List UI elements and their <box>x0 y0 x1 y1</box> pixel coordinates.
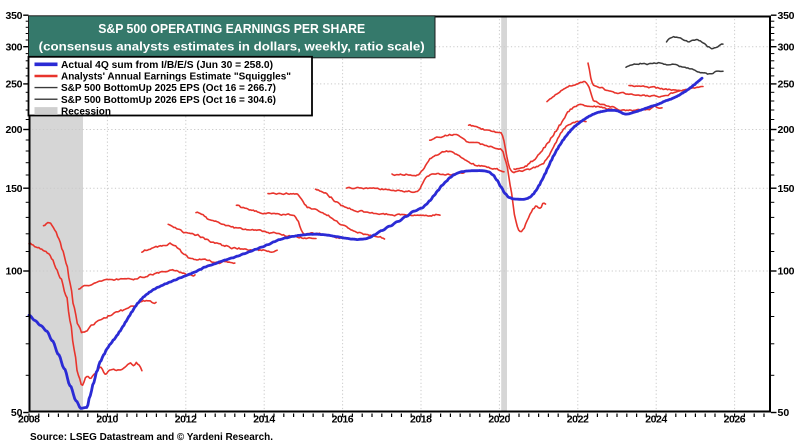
svg-text:S&P 500 BottomUp 2025 EPS (Oct: S&P 500 BottomUp 2025 EPS (Oct 16 = 266.… <box>61 83 276 94</box>
svg-text:Recession: Recession <box>61 106 111 117</box>
svg-text:S&P 500 OPERATING EARNINGS PER: S&P 500 OPERATING EARNINGS PER SHARE <box>98 22 365 36</box>
svg-text:200: 200 <box>6 124 23 136</box>
svg-text:300: 300 <box>778 41 795 53</box>
svg-text:(consensus analysts estimates: (consensus analysts estimates in dollars… <box>39 41 425 53</box>
svg-text:50: 50 <box>778 407 790 419</box>
svg-text:100: 100 <box>778 266 795 278</box>
svg-text:2022: 2022 <box>567 414 589 426</box>
svg-text:2020: 2020 <box>488 414 510 426</box>
svg-text:Analysts' Annual Earnings Esti: Analysts' Annual Earnings Estimate "Squi… <box>61 71 291 82</box>
svg-text:150: 150 <box>6 183 23 195</box>
svg-text:Actual 4Q sum from I/B/E/S (Ju: Actual 4Q sum from I/B/E/S (Jun 30 = 258… <box>61 60 273 71</box>
svg-text:250: 250 <box>6 79 23 91</box>
svg-text:2010: 2010 <box>96 414 118 426</box>
svg-text:2016: 2016 <box>332 414 354 426</box>
svg-text:2026: 2026 <box>724 414 746 426</box>
svg-text:2008: 2008 <box>18 414 40 426</box>
svg-text:Source: LSEG Datastream and ©: Source: LSEG Datastream and © Yardeni Re… <box>30 432 273 443</box>
svg-text:S&P 500 BottomUp 2026 EPS (Oct: S&P 500 BottomUp 2026 EPS (Oct 16 = 304.… <box>61 95 276 106</box>
svg-text:200: 200 <box>778 124 795 136</box>
svg-text:2018: 2018 <box>410 414 432 426</box>
svg-text:2024: 2024 <box>645 414 667 426</box>
svg-text:300: 300 <box>6 41 23 53</box>
svg-text:2014: 2014 <box>253 414 275 426</box>
svg-text:250: 250 <box>778 79 795 91</box>
svg-text:2012: 2012 <box>175 414 197 426</box>
svg-text:150: 150 <box>778 183 795 195</box>
svg-text:50: 50 <box>11 407 23 419</box>
svg-text:350: 350 <box>778 10 795 22</box>
svg-text:100: 100 <box>6 266 23 278</box>
svg-text:350: 350 <box>6 10 23 22</box>
